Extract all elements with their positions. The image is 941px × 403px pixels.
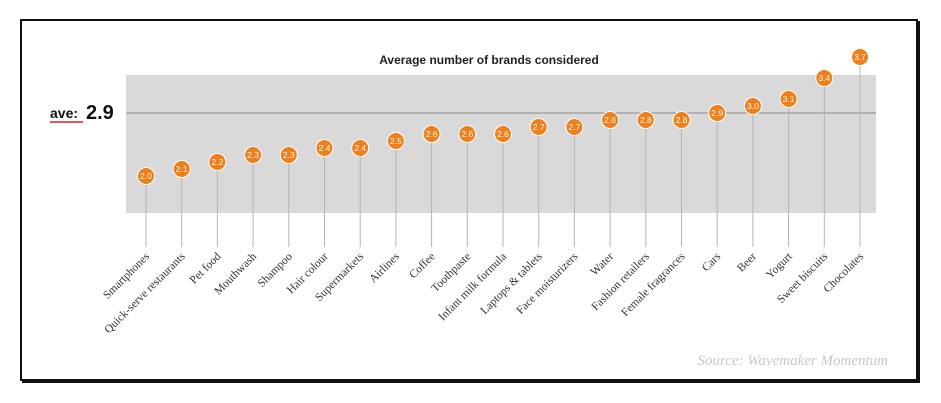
- data-point-marker: [779, 90, 798, 108]
- data-point-marker: [494, 125, 512, 143]
- data-point: 2.9: [708, 104, 727, 122]
- data-value-label: 2.3: [247, 150, 259, 160]
- data-point-marker: [529, 118, 548, 136]
- data-point: 2.4: [315, 139, 334, 157]
- data-point: 2.7: [529, 118, 548, 136]
- data-value-label: 2.1: [176, 164, 188, 174]
- data-value-label: 2.6: [497, 129, 509, 139]
- category-label: Water: [589, 251, 617, 279]
- data-point: 3.4: [815, 69, 834, 87]
- category-label: Cars: [700, 250, 724, 274]
- data-value-label: 3.0: [747, 101, 759, 111]
- data-point: 2.6: [494, 125, 512, 143]
- data-point: 2.3: [244, 146, 263, 164]
- average-value: 2.9: [86, 102, 114, 124]
- source-note: Source: Wavemaker Momentum: [698, 353, 889, 369]
- data-point: 3.0: [743, 97, 762, 115]
- data-point: 2.2: [208, 153, 227, 171]
- data-point-marker: [244, 146, 263, 164]
- data-point-marker: [279, 146, 298, 164]
- data-value-label: 3.4: [818, 73, 830, 83]
- category-label: Yogurt: [764, 250, 795, 281]
- average-label: ave:: [50, 105, 78, 121]
- data-value-label: 2.9: [711, 108, 723, 118]
- category-label: Laptops & tablets: [479, 250, 546, 317]
- data-point-marker: [815, 69, 834, 87]
- category-label: Coffee: [407, 251, 437, 281]
- data-point-marker: [172, 160, 191, 178]
- data-value-label: 3.1: [783, 94, 795, 104]
- category-label: Infant milk formula: [436, 251, 509, 324]
- data-point-marker: [458, 125, 477, 143]
- data-point: 2.8: [601, 111, 620, 129]
- data-point-marker: [565, 118, 584, 136]
- data-value-label: 2.7: [533, 122, 545, 132]
- data-value-label: 2.5: [390, 136, 402, 146]
- stems-group: [145, 57, 861, 247]
- category-label: Female fragrances: [619, 250, 688, 319]
- data-point-marker: [851, 48, 869, 66]
- data-point: 2.4: [351, 139, 370, 157]
- category-label: Beer: [735, 251, 759, 275]
- data-value-label: 2.8: [676, 115, 688, 125]
- data-value-label: 2.2: [211, 157, 223, 167]
- chart-background-band: [126, 75, 876, 213]
- data-value-label: 2.0: [140, 171, 152, 181]
- data-point: 2.3: [279, 146, 298, 164]
- data-point-marker: [315, 139, 334, 157]
- data-point-marker: [636, 111, 655, 129]
- data-point: 2.8: [672, 111, 691, 129]
- data-point: 2.5: [386, 132, 405, 150]
- data-point: 2.6: [458, 125, 477, 143]
- data-value-label: 2.6: [461, 129, 473, 139]
- data-point: 2.7: [565, 118, 584, 136]
- chart-title: Average number of brands considered: [379, 53, 599, 67]
- data-point-marker: [208, 153, 227, 171]
- data-value-label: 2.4: [354, 143, 366, 153]
- data-value-label: 2.8: [604, 115, 616, 125]
- chart-svg: Average number of brands considered ave:…: [50, 48, 889, 369]
- data-point-marker: [351, 139, 370, 157]
- chart-frame: Average number of brands considered ave:…: [20, 19, 918, 381]
- category-label: Airlines: [367, 250, 402, 285]
- data-point: 2.0: [137, 167, 155, 185]
- data-point-marker: [137, 167, 155, 185]
- data-point-marker: [601, 111, 620, 129]
- category-label: Face moisturizers: [514, 250, 580, 316]
- data-value-label: 2.6: [426, 129, 438, 139]
- data-point: 2.6: [422, 125, 441, 143]
- data-value-label: 2.8: [640, 115, 652, 125]
- data-point-marker: [672, 111, 691, 129]
- data-value-label: 3.7: [854, 52, 866, 62]
- data-value-label: 2.4: [319, 143, 331, 153]
- data-point: 2.8: [636, 111, 655, 129]
- category-label: Pet food: [188, 250, 224, 286]
- data-point: 3.1: [779, 90, 798, 108]
- data-point-marker: [386, 132, 405, 150]
- data-point: 2.1: [172, 160, 191, 178]
- markers-group: 2.0 2.1 2.2 2.3 2.3 2.4 2.4 2.5 2.6 2.6 2.6 2.7 2.7 2…: [137, 48, 869, 185]
- data-point-marker: [708, 104, 727, 122]
- data-value-label: 2.7: [568, 122, 580, 132]
- data-value-label: 2.3: [283, 150, 295, 160]
- data-point: 3.7: [851, 48, 869, 66]
- data-point-marker: [743, 97, 762, 115]
- data-point-marker: [422, 125, 441, 143]
